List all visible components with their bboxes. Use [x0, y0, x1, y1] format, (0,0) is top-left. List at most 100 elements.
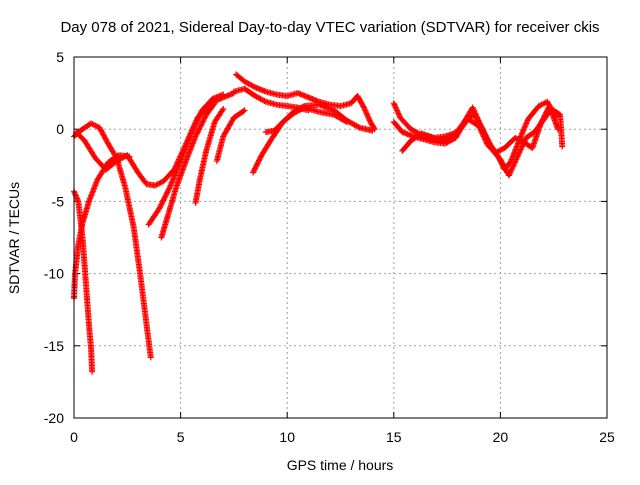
series-track-g	[192, 105, 227, 206]
data-point	[257, 154, 264, 161]
data-point	[158, 201, 165, 208]
data-point	[165, 186, 172, 193]
data-point	[473, 115, 480, 122]
data-point	[194, 129, 201, 136]
data-point	[157, 202, 164, 209]
data-point	[255, 157, 262, 164]
data-point	[196, 125, 203, 132]
x-axis-label: GPS time / hours	[287, 457, 394, 473]
y-tick-label: 5	[56, 49, 64, 65]
data-point	[473, 114, 480, 121]
data-point	[193, 130, 200, 137]
data-point	[159, 198, 166, 205]
data-point	[195, 128, 202, 135]
data-point	[160, 197, 167, 204]
series-track-c	[71, 188, 96, 375]
data-point	[540, 115, 547, 122]
grid-lines	[74, 57, 607, 418]
data-point	[360, 103, 367, 110]
data-point	[241, 107, 248, 114]
data-point	[198, 121, 205, 128]
data-point	[369, 127, 376, 134]
y-tick-label: 0	[56, 121, 64, 137]
data-point	[126, 153, 133, 160]
data-point	[201, 115, 208, 122]
data-point	[147, 354, 154, 361]
data-point	[164, 188, 171, 195]
data-point	[250, 169, 257, 176]
data-points	[71, 71, 566, 375]
data-point	[254, 160, 261, 167]
data-point	[166, 185, 173, 192]
x-tick-label: 10	[279, 429, 295, 445]
y-axis-label: SDTVAR / TECUs	[6, 182, 22, 294]
data-point	[197, 122, 204, 129]
x-tick-label: 20	[493, 429, 509, 445]
data-point	[342, 118, 349, 125]
data-point	[537, 120, 544, 127]
y-tick-label: -15	[44, 338, 64, 354]
data-point	[220, 91, 227, 98]
data-point	[542, 111, 549, 118]
data-point	[211, 100, 218, 107]
data-point	[252, 165, 259, 172]
data-point	[251, 166, 258, 173]
data-point	[201, 114, 208, 121]
data-point	[472, 113, 479, 120]
data-point	[539, 116, 546, 123]
series-track-l	[262, 104, 350, 136]
data-point	[199, 118, 206, 125]
data-point	[543, 109, 550, 116]
data-point	[160, 196, 167, 203]
x-tick-label: 15	[386, 429, 402, 445]
data-point	[219, 107, 226, 114]
data-point	[210, 101, 217, 108]
data-point	[199, 119, 206, 126]
series-track-n	[390, 105, 566, 179]
data-point	[539, 117, 546, 124]
data-point	[256, 156, 263, 163]
data-point	[253, 162, 260, 169]
data-point	[158, 200, 165, 207]
y-tick-label: -5	[52, 193, 65, 209]
data-point	[163, 190, 170, 197]
series-track-h	[213, 107, 248, 164]
series-track-o	[399, 103, 561, 156]
data-point	[89, 368, 96, 375]
data-point	[250, 168, 257, 175]
data-point	[261, 98, 268, 105]
data-point	[193, 132, 200, 139]
data-point	[161, 194, 168, 201]
y-tick-label: -10	[44, 266, 64, 282]
data-point	[343, 118, 350, 125]
chart-title: Day 078 of 2021, Sidereal Day-to-day VTE…	[60, 19, 599, 36]
data-point	[541, 113, 548, 120]
data-point	[252, 164, 259, 171]
data-point	[355, 124, 362, 131]
data-point	[197, 123, 204, 130]
x-tick-label: 0	[70, 429, 78, 445]
data-point	[554, 126, 561, 133]
y-tick-label: -20	[44, 410, 64, 426]
series-track-e	[145, 91, 227, 228]
data-point	[538, 119, 545, 126]
data-point	[240, 108, 247, 115]
data-point	[254, 161, 261, 168]
data-point	[220, 105, 227, 112]
x-tick-label: 5	[177, 429, 185, 445]
data-point	[200, 117, 207, 124]
data-point	[162, 193, 169, 200]
data-point	[156, 205, 163, 212]
data-point	[541, 112, 548, 119]
data-point	[559, 143, 566, 150]
data-point	[162, 192, 169, 199]
data-point	[250, 83, 257, 90]
data-point	[156, 204, 163, 211]
series-track-d	[71, 152, 133, 302]
data-point	[192, 133, 199, 140]
data-point	[164, 189, 171, 196]
data-point	[474, 117, 481, 124]
x-tick-label: 25	[599, 429, 615, 445]
